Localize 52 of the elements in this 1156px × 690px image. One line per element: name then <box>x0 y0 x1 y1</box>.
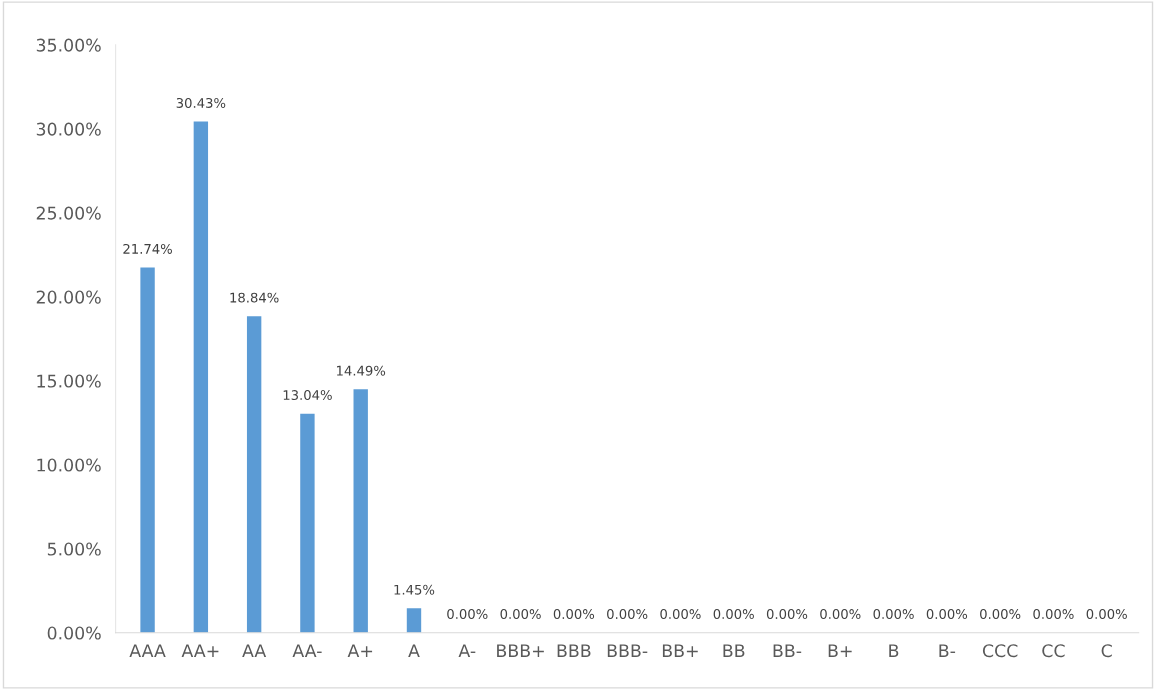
data-label: 0.00% <box>713 609 754 620</box>
x-tick-label: AA+ <box>181 644 219 658</box>
y-tick-label: 0.00% <box>47 626 101 640</box>
data-label: 13.04% <box>283 390 332 401</box>
data-label: 18.84% <box>230 292 279 303</box>
data-label: 0.00% <box>873 609 914 620</box>
x-tick-label: BBB <box>557 644 591 658</box>
y-tick-label: 35.00% <box>36 38 101 52</box>
x-tick-label: BB- <box>773 644 802 658</box>
y-tick-label: 30.00% <box>36 122 101 136</box>
x-tick-label: BBB- <box>607 644 648 658</box>
data-label: 0.00% <box>660 609 701 620</box>
x-tick-label: A+ <box>347 644 373 658</box>
data-label: 0.00% <box>607 609 648 620</box>
y-tick-label: 5.00% <box>47 542 101 556</box>
data-label: 0.00% <box>500 609 541 620</box>
x-tick-label: A <box>408 644 420 658</box>
x-tick-label: AAA <box>129 644 166 658</box>
x-tick-label: AA- <box>292 644 322 658</box>
x-tick-label: BB+ <box>662 644 698 658</box>
data-label: 0.00% <box>1033 609 1074 620</box>
y-tick-label: 25.00% <box>36 206 101 220</box>
data-label: 0.00% <box>926 609 968 620</box>
data-label: 14.49% <box>337 365 386 376</box>
bar <box>353 389 368 633</box>
x-tick-label: CC <box>1042 644 1065 658</box>
x-tick-label: AA <box>242 644 267 658</box>
data-label: 21.74% <box>123 243 172 254</box>
bar <box>300 413 315 633</box>
data-label: 0.00% <box>980 609 1021 620</box>
x-tick-label: BB <box>723 644 745 658</box>
y-tick-label: 15.00% <box>37 374 101 388</box>
bar <box>140 267 155 633</box>
x-tick-label: B+ <box>828 644 852 658</box>
y-tick-label: 20.00% <box>36 290 101 304</box>
x-tick-label: CCC <box>982 644 1018 658</box>
x-tick-label: C <box>1101 644 1112 658</box>
data-label: 0.00% <box>447 609 488 620</box>
x-tick-label: B- <box>939 644 956 658</box>
data-label: 0.00% <box>1086 609 1127 620</box>
y-tick-label: 10.00% <box>37 458 101 472</box>
bar <box>193 121 209 633</box>
bar <box>406 608 422 633</box>
data-label: 0.00% <box>553 609 595 620</box>
x-tick-label: A- <box>458 644 476 658</box>
x-tick-label: BBB+ <box>497 644 544 658</box>
data-label: 0.00% <box>820 609 861 620</box>
data-label: 1.45% <box>394 584 435 595</box>
bar <box>246 316 262 633</box>
data-label: 30.43% <box>176 97 226 108</box>
data-label: 0.00% <box>766 609 808 620</box>
x-tick-label: B <box>889 644 899 658</box>
